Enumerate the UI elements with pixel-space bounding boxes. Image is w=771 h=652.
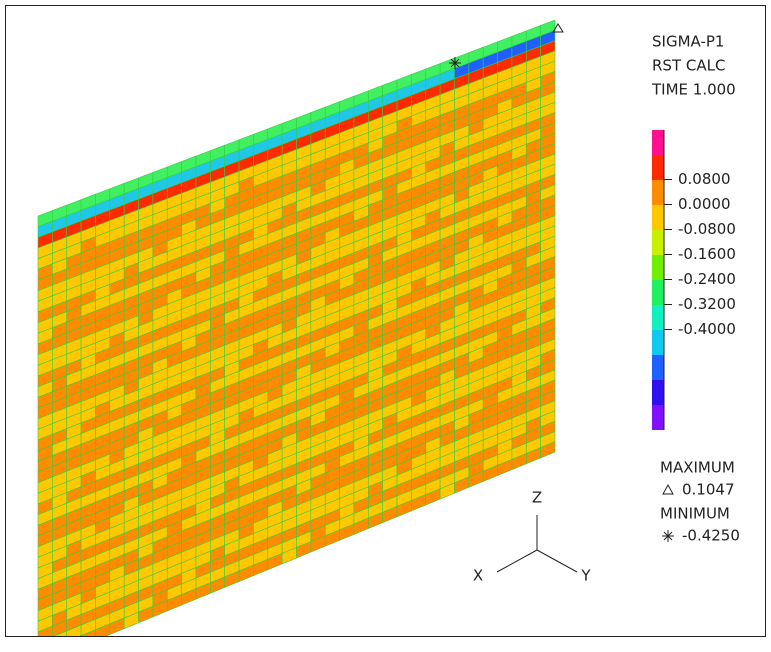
legend-band: [652, 355, 664, 380]
legend-label: 0.0800: [678, 170, 731, 188]
min-symbol: [662, 530, 674, 542]
legend-band: [652, 280, 664, 305]
legend-band: [652, 380, 664, 405]
mesh-cell: [53, 630, 68, 636]
legend-label: 0.0000: [678, 195, 731, 213]
legend-band: [652, 255, 664, 280]
mesh-cell: [37, 625, 53, 636]
axis-y: Y: [580, 567, 591, 585]
legend-label: -0.3200: [678, 295, 736, 313]
min-title: MINIMUM: [660, 505, 730, 523]
max-symbol: [662, 483, 674, 495]
header-line: TIME 1.000: [651, 81, 736, 99]
mesh-cell: [540, 441, 556, 459]
legend-label: -0.0800: [678, 220, 736, 238]
header-line: SIGMA-P1: [652, 33, 724, 51]
legend-label: -0.2400: [678, 270, 736, 288]
mesh-cell: [79, 635, 82, 636]
legend-band: [652, 405, 664, 430]
min-marker: [449, 57, 461, 69]
header-line: RST CALC: [652, 57, 725, 75]
legend-band: [652, 305, 664, 330]
min-value: -0.4250: [682, 527, 740, 545]
axis-x: X: [473, 567, 483, 585]
axis-z: Z: [532, 489, 542, 507]
mesh-cell: [52, 642, 66, 648]
legend-label: -0.4000: [678, 320, 736, 338]
legend: 0.0800 0.0000 -0.0800 -0.1600 -0.2400 -0.3200…: [652, 130, 736, 430]
max-marker: [552, 23, 564, 33]
legend-label: -0.1600: [678, 245, 736, 263]
legend-band: [652, 330, 664, 355]
mesh: [37, 19, 556, 648]
legend-band: [652, 180, 664, 205]
triad: [496, 515, 578, 573]
max-title: MAXIMUM: [660, 459, 735, 477]
max-value: 0.1047: [682, 481, 735, 499]
legend-band: [652, 155, 664, 180]
legend-band: [652, 230, 664, 255]
legend-band: [652, 205, 664, 230]
legend-band: [652, 130, 664, 155]
mesh-cell: [38, 637, 52, 648]
triad-lines: [496, 515, 578, 573]
mesh-cell: [80, 629, 96, 636]
